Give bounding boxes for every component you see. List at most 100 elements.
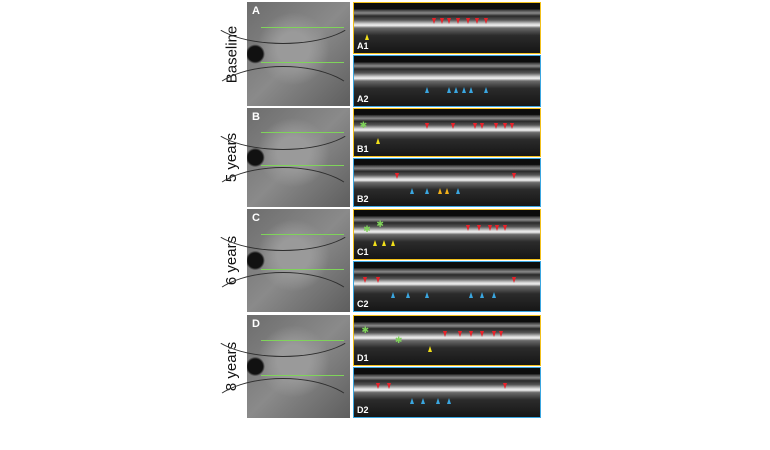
arrowhead-icon: [428, 346, 433, 353]
red-arrow-icon: [450, 123, 455, 130]
panel-label: B2: [357, 194, 369, 204]
scan-line: [261, 234, 344, 235]
red-arrow-icon: [487, 224, 492, 231]
fundus-image: D: [207, 315, 359, 418]
panel-label: B1: [357, 144, 369, 154]
red-arrow-icon: [502, 382, 507, 389]
blue-arrow-icon: [447, 398, 451, 405]
red-arrow-icon: [502, 224, 507, 231]
blue-arrow-icon: [484, 87, 489, 93]
scan-line: [261, 340, 344, 341]
blue-arrow-icon: [424, 87, 429, 93]
red-arrow-icon: [499, 330, 504, 337]
star-icon: ✱: [359, 119, 368, 130]
retinal-vessel: [207, 0, 359, 44]
arrowhead-icon: [437, 188, 442, 195]
oct-scan: A2: [353, 55, 541, 107]
red-arrow-icon: [480, 330, 485, 337]
red-arrow-icon: [458, 330, 463, 337]
red-arrow-icon: [424, 123, 429, 130]
oct-scan: C1 ✱ ✱: [353, 209, 541, 260]
panel-letter: B: [252, 111, 260, 123]
blue-arrow-icon: [406, 292, 411, 299]
scan-line: [261, 165, 344, 166]
blue-arrow-icon: [480, 292, 485, 299]
blue-arrow-icon: [424, 292, 429, 299]
oct-scan: B1 ✱: [353, 108, 541, 157]
oct-scan: B2: [353, 158, 541, 207]
panel-label: C2: [357, 299, 369, 309]
oct-scan: C2: [353, 261, 541, 312]
red-arrow-icon: [363, 276, 368, 283]
blue-arrow-icon: [435, 398, 440, 405]
red-arrow-icon: [474, 18, 479, 24]
red-arrow-icon: [387, 382, 392, 389]
star-icon: ✱: [363, 223, 371, 234]
red-arrow-icon: [480, 123, 485, 130]
blue-arrow-icon: [491, 292, 496, 299]
retinal-vessel: [207, 88, 359, 150]
red-arrow-icon: [456, 18, 461, 24]
blue-arrow-icon: [469, 87, 474, 93]
red-arrow-icon: [432, 18, 437, 24]
blue-arrow-icon: [454, 87, 459, 93]
retinal-vessel: [207, 272, 359, 344]
arrowhead-icon: [445, 188, 450, 195]
blue-arrow-icon: [447, 87, 451, 93]
red-arrow-icon: [502, 123, 507, 130]
blue-arrow-icon: [469, 292, 474, 299]
red-arrow-icon: [443, 330, 448, 337]
retinal-vessel: [207, 167, 359, 239]
star-icon: ✱: [361, 324, 369, 335]
blue-arrow-icon: [409, 188, 414, 195]
red-arrow-icon: [376, 382, 381, 389]
blue-arrow-icon: [424, 188, 429, 195]
arrowhead-icon: [381, 240, 386, 247]
arrowhead-icon: [365, 34, 370, 40]
red-arrow-icon: [476, 224, 481, 231]
blue-arrow-icon: [391, 292, 396, 299]
retinal-vessel: [207, 66, 359, 138]
panel-label: D1: [357, 353, 369, 363]
oct-scan: D1 ✱ ✱: [353, 315, 541, 366]
scan-line: [261, 132, 344, 133]
blue-arrow-icon: [409, 398, 414, 405]
red-arrow-icon: [376, 276, 381, 283]
retinal-vessel: [207, 189, 359, 251]
arrowhead-icon: [391, 240, 396, 247]
red-arrow-icon: [512, 276, 517, 283]
panel-letter: D: [252, 318, 260, 330]
red-arrow-icon: [491, 330, 496, 337]
red-arrow-icon: [495, 224, 500, 231]
scan-line: [261, 269, 344, 270]
blue-arrow-icon: [456, 188, 461, 195]
red-arrow-icon: [510, 123, 515, 130]
red-arrow-icon: [512, 173, 517, 180]
star-icon: ✱: [394, 334, 403, 345]
red-arrow-icon: [465, 18, 470, 24]
panel-label: A1: [357, 41, 369, 51]
red-arrow-icon: [439, 18, 444, 24]
red-arrow-icon: [473, 123, 478, 130]
panel-label: A2: [357, 94, 369, 104]
arrowhead-icon: [372, 240, 377, 247]
red-arrow-icon: [484, 18, 489, 24]
scan-line: [261, 375, 344, 376]
red-arrow-icon: [447, 18, 451, 24]
star-icon: ✱: [376, 218, 384, 229]
scan-line: [261, 27, 344, 28]
panel-label: D2: [357, 405, 369, 415]
panel-letter: A: [252, 5, 260, 17]
oct-scan: D2: [353, 367, 541, 418]
red-arrow-icon: [394, 173, 399, 180]
retinal-vessel: [207, 295, 359, 357]
retinal-vessel: [207, 378, 359, 450]
blue-arrow-icon: [461, 87, 466, 93]
blue-arrow-icon: [420, 398, 425, 405]
red-arrow-icon: [493, 123, 498, 130]
scan-line: [261, 62, 344, 63]
arrowhead-icon: [376, 138, 381, 145]
panel-letter: C: [252, 212, 260, 224]
red-arrow-icon: [469, 330, 474, 337]
red-arrow-icon: [465, 224, 470, 231]
